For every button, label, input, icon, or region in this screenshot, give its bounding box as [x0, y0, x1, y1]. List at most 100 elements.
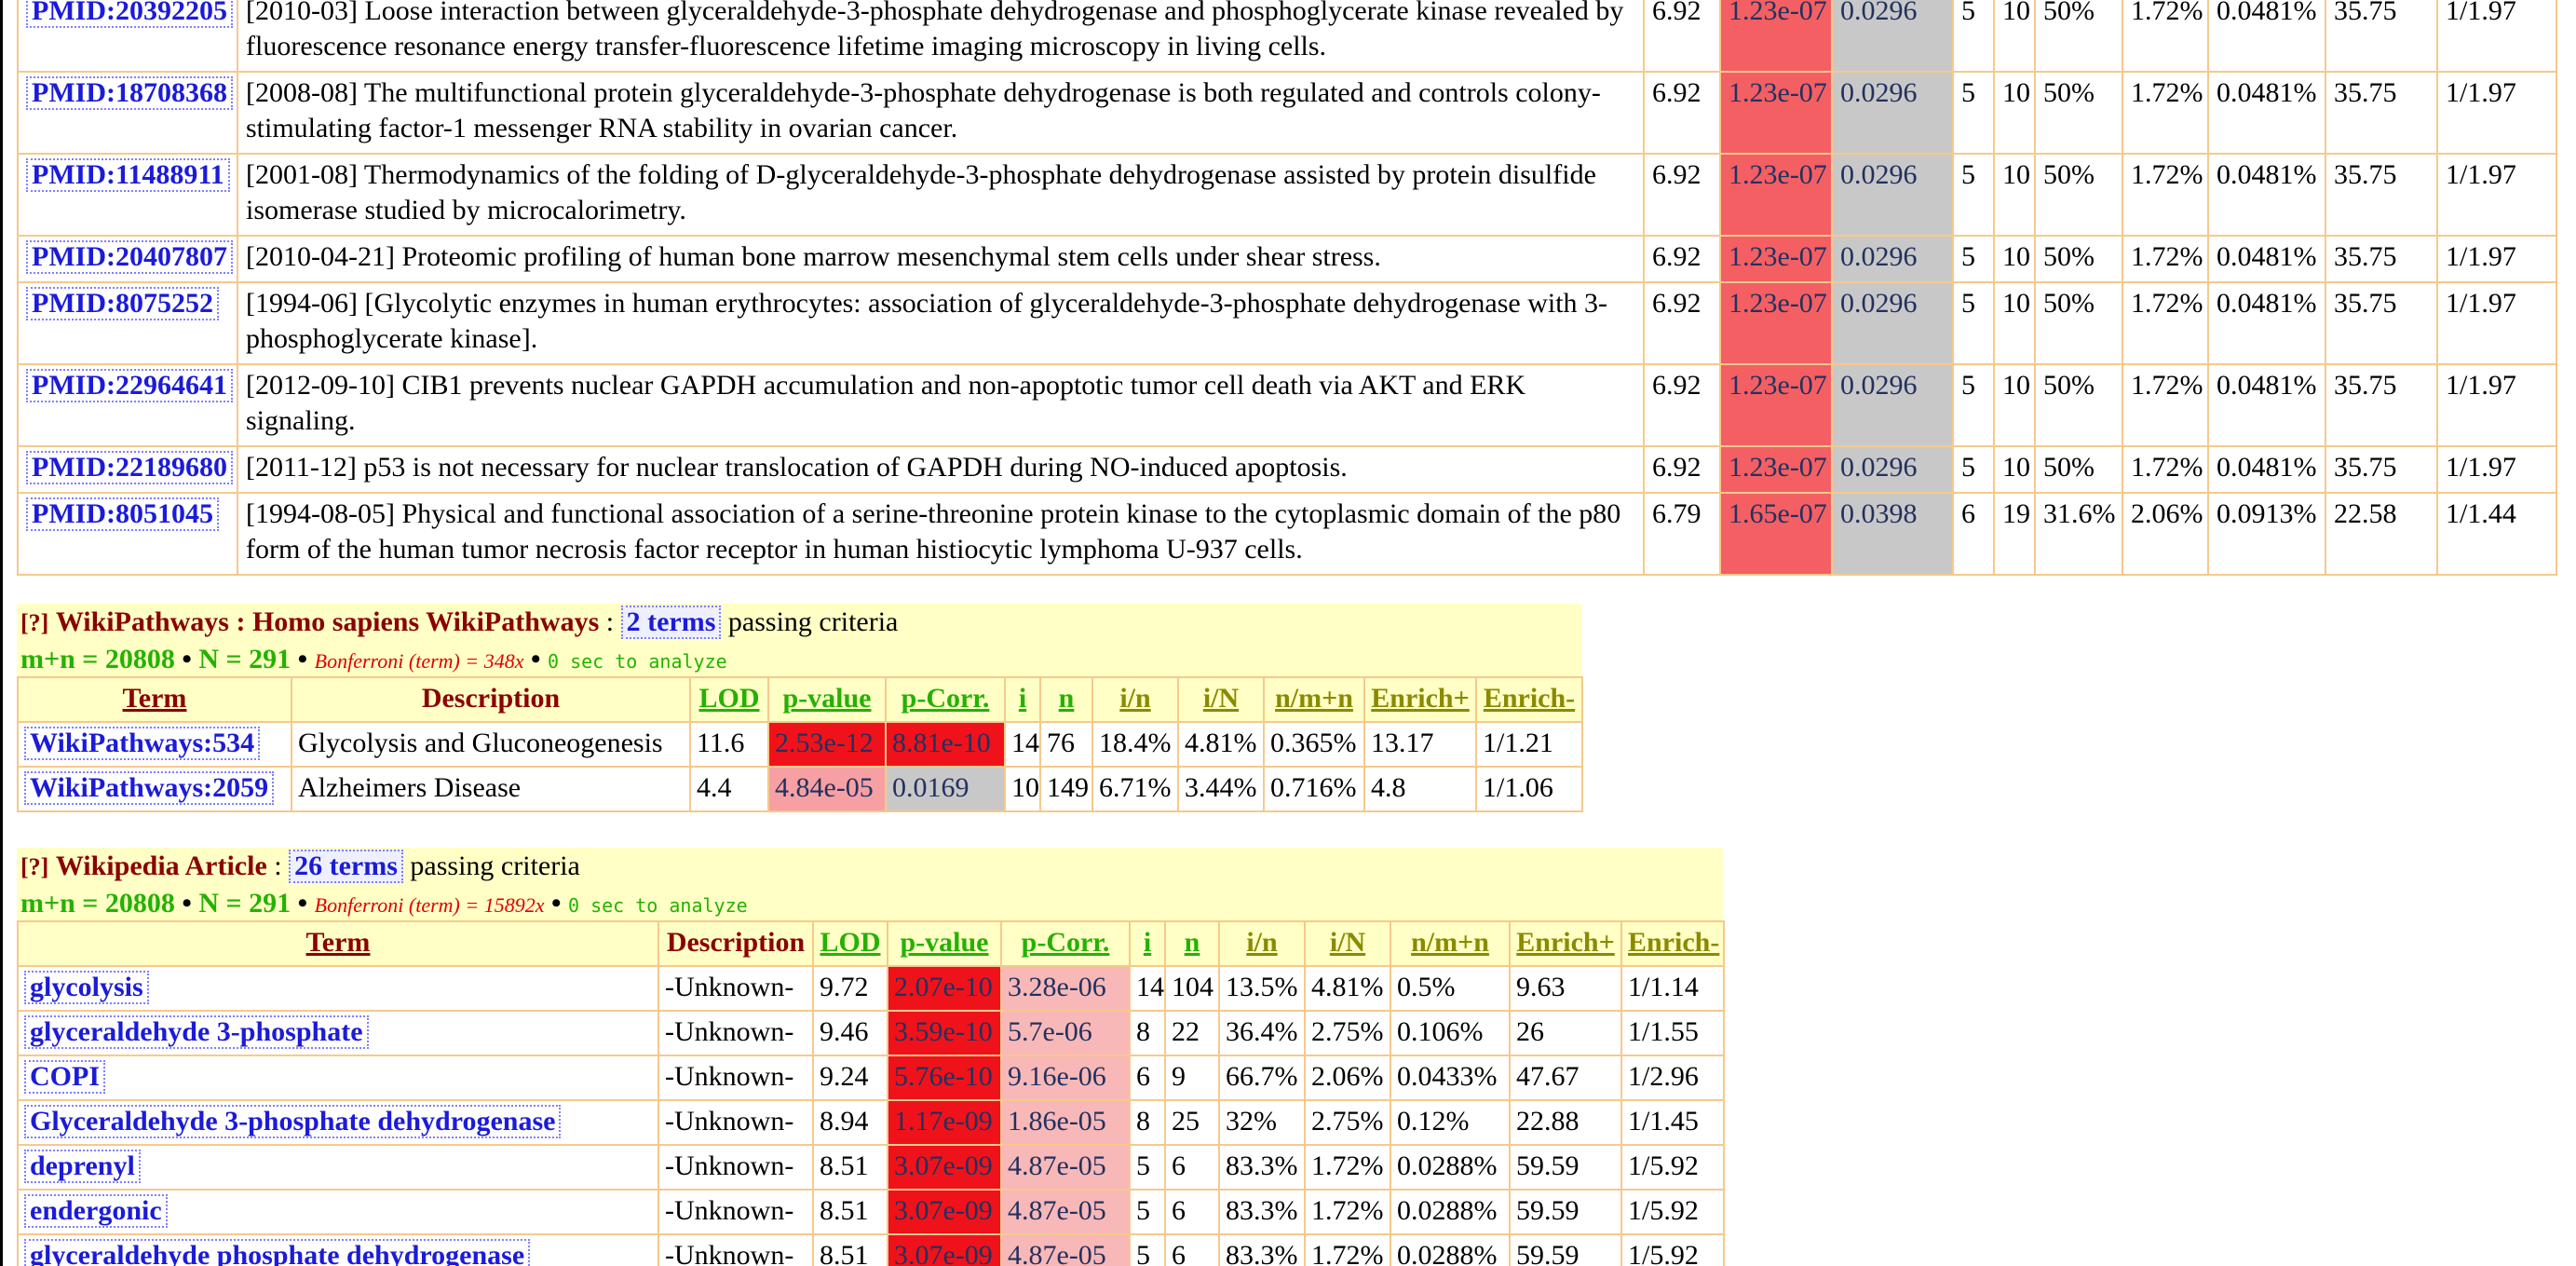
col-header-i-over-n[interactable]: i/n	[1091, 676, 1179, 723]
description-cell: -Unknown-	[658, 965, 814, 1012]
enrich-minus-cell: 1/1.21	[1475, 721, 1583, 768]
pvalue-cell: 1.23e-07	[1719, 281, 1833, 365]
lod-cell: 6.92	[1643, 235, 1721, 283]
table-row: deprenyl -Unknown- 8.51 3.07e-09 4.87e-05 5 6 8…	[17, 1144, 1725, 1191]
col-header-i-over-N[interactable]: i/N	[1304, 920, 1391, 967]
lod-cell: 8.51	[812, 1189, 888, 1235]
term-link[interactable]: glyceraldehyde 3-phosphate	[24, 1015, 369, 1049]
lod-cell: 6.92	[1643, 0, 1721, 73]
term-link[interactable]: PMID:8075252	[26, 287, 219, 320]
lod-cell: 4.4	[689, 766, 769, 812]
description-cell: [2001-08] Thermodynamics of the folding …	[237, 153, 1645, 237]
term-link[interactable]: Glyceraldehyde 3-phosphate dehydrogenase	[24, 1105, 562, 1138]
col-header-i-over-N[interactable]: i/N	[1177, 676, 1265, 723]
col-header-pvalue[interactable]: p-value	[887, 920, 1002, 967]
enrich-plus-cell: 9.63	[1509, 965, 1622, 1012]
terms-count-link[interactable]: 26 terms	[289, 850, 403, 883]
col-header-pcorr[interactable]: p-Corr.	[1000, 920, 1131, 967]
term-link[interactable]: endergonic	[24, 1194, 168, 1228]
col-header-term[interactable]: Term	[17, 920, 659, 967]
term-link[interactable]: PMID:22964641	[26, 369, 233, 402]
term-cell: Glyceraldehyde 3-phosphate dehydrogenase	[17, 1099, 659, 1146]
description-cell: -Unknown-	[658, 1144, 814, 1191]
i-cell: 6	[1129, 1055, 1166, 1101]
enrich-minus-cell: 1/1.45	[1620, 1099, 1725, 1146]
pvalue-cell: 1.23e-07	[1719, 445, 1833, 494]
description-cell: Glycolysis and Gluconeogenesis	[291, 721, 691, 768]
pcorr-cell: 4.87e-05	[1000, 1144, 1131, 1191]
enrich-minus-cell: 1/5.92	[1620, 1233, 1725, 1266]
i-cell: 10	[1004, 766, 1041, 812]
description-cell: [2008-08] The multifunctional protein gl…	[237, 71, 1645, 155]
term-cell: PMID:22964641	[17, 363, 238, 447]
i-over-n-cell: 66.7%	[1218, 1055, 1306, 1101]
i-over-N-cell: 2.06%	[1304, 1055, 1391, 1101]
term-link[interactable]: COPI	[24, 1060, 105, 1094]
table-row: WikiPathways:2059 Alzheimers Disease 4.4 4.…	[17, 766, 1583, 812]
term-link[interactable]: glycolysis	[24, 971, 149, 1004]
separator-colon: :	[274, 851, 282, 881]
term-link[interactable]: PMID:20392205	[26, 0, 233, 28]
col-header-n[interactable]: n	[1164, 920, 1220, 967]
table-row: PMID:20392205 [2010-03] Loose interaction…	[17, 0, 2557, 73]
i-cell: 5	[1129, 1233, 1166, 1266]
col-header-i-over-n[interactable]: i/n	[1218, 920, 1306, 967]
term-link[interactable]: PMID:11488911	[26, 158, 230, 192]
n-over-mn-cell: 0.0481%	[2207, 235, 2326, 283]
i-cell: 5	[1952, 445, 1995, 494]
col-header-term[interactable]: Term	[17, 676, 292, 723]
term-link[interactable]: WikiPathways:2059	[24, 771, 275, 805]
i-cell: 5	[1129, 1144, 1166, 1191]
i-cell: 8	[1129, 1010, 1166, 1056]
col-header-pcorr[interactable]: p-Corr.	[885, 676, 1006, 723]
col-header-enrich-minus[interactable]: Enrich-	[1620, 920, 1725, 967]
col-header-n[interactable]: n	[1039, 676, 1093, 723]
term-link[interactable]: WikiPathways:534	[24, 727, 261, 760]
pcorr-cell: 0.0169	[885, 766, 1006, 812]
term-link[interactable]: glyceraldehyde phosphate dehydrogenase	[24, 1239, 531, 1266]
n-over-mn-cell: 0.0288%	[1390, 1189, 1511, 1235]
i-over-N-cell: 4.81%	[1304, 965, 1391, 1012]
term-link[interactable]: PMID:8051045	[26, 497, 219, 531]
description-cell: [1994-08-05] Physical and functional ass…	[237, 492, 1645, 576]
col-header-i[interactable]: i	[1129, 920, 1166, 967]
n-over-mn-cell: 0.0913%	[2207, 492, 2326, 576]
term-link[interactable]: PMID:20407807	[26, 240, 233, 274]
terms-count-link[interactable]: 2 terms	[620, 606, 722, 639]
lod-cell: 11.6	[689, 721, 769, 768]
col-header-lod[interactable]: LOD	[689, 676, 769, 723]
wikipathways-results-body: WikiPathways:534 Glycolysis and Gluconeog…	[17, 721, 1583, 812]
col-header-n-over-mn[interactable]: n/m+n	[1263, 676, 1365, 723]
table-row: PMID:22189680 [2011-12] p53 is not necess…	[17, 445, 2557, 494]
enrich-minus-cell: 1/1.14	[1620, 965, 1725, 1012]
n-cell: 104	[1164, 965, 1220, 1012]
term-link[interactable]: PMID:18708368	[26, 76, 233, 110]
i-over-n-cell: 50%	[2034, 235, 2123, 283]
term-link[interactable]: PMID:22189680	[26, 451, 233, 484]
term-cell: PMID:20407807	[17, 235, 238, 283]
i-cell: 8	[1129, 1099, 1166, 1146]
term-link[interactable]: deprenyl	[24, 1150, 141, 1183]
pvalue-cell: 1.23e-07	[1719, 0, 1833, 73]
col-header-n-over-mn[interactable]: n/m+n	[1390, 920, 1511, 967]
col-header-enrich-plus[interactable]: Enrich+	[1363, 676, 1477, 723]
help-link[interactable]: [?]	[20, 609, 49, 636]
pcorr-cell: 0.0398	[1831, 492, 1954, 576]
pvalue-cell: 1.65e-07	[1719, 492, 1833, 576]
table-header-row: Term Description LOD p-value p-Corr. i n…	[17, 920, 1725, 967]
n-over-mn-cell: 0.0481%	[2207, 71, 2326, 155]
n-stat: N = 291	[198, 644, 291, 674]
pvalue-cell: 3.59e-10	[887, 1010, 1002, 1056]
col-header-enrich-minus[interactable]: Enrich-	[1475, 676, 1583, 723]
help-link[interactable]: [?]	[20, 853, 49, 880]
col-header-pvalue[interactable]: p-value	[767, 676, 887, 723]
col-header-i[interactable]: i	[1004, 676, 1041, 723]
lod-cell: 9.24	[812, 1055, 888, 1101]
i-over-N-cell: 1.72%	[2122, 445, 2209, 494]
n-over-mn-cell: 0.0481%	[2207, 0, 2326, 73]
col-header-enrich-plus[interactable]: Enrich+	[1509, 920, 1622, 967]
i-over-N-cell: 3.44%	[1177, 766, 1265, 812]
pvalue-cell: 2.07e-10	[887, 965, 1002, 1012]
col-header-lod[interactable]: LOD	[812, 920, 888, 967]
separator-colon: :	[605, 606, 615, 637]
